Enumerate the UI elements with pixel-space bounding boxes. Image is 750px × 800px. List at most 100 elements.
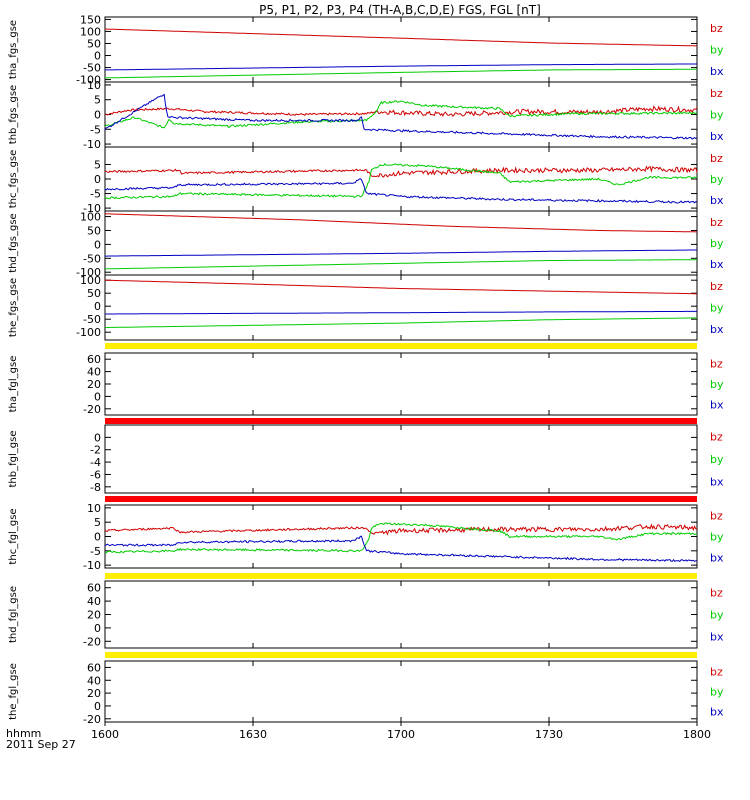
series-bz-thd_fgs_gse [105,213,697,233]
y-axis-label: thc_fgs_gse [8,150,19,209]
x-tick-label: 1630 [239,728,267,741]
legend-bz: bz [710,216,723,229]
y-tick-label: -20 [83,713,101,726]
x-tick-label: 1800 [683,728,711,741]
y-tick-label: 100 [80,25,101,38]
chart-title: P5, P1, P2, P3, P4 (TH-A,B,C,D,E) FGS, F… [259,3,541,17]
legend-bx: bx [710,631,724,644]
panel-frame-tha_fgl_gse [104,352,698,416]
legend-bx: bx [710,551,724,564]
y-tick-label: 0 [94,700,101,713]
y-axis-label: thb_fgl_gse [8,431,19,488]
y-tick-label: 0 [94,109,101,122]
legend-by: by [710,378,724,391]
legend-bz: bz [710,358,723,371]
legend-by: by [710,173,724,186]
legend-bx: bx [710,194,724,207]
y-tick-label: 5 [94,158,101,171]
y-tick-label: 60 [87,353,101,366]
series-bz-the_fgs_gse [105,279,697,295]
y-axis-label: tha_fgl_gse [8,356,19,413]
series-bz-tha_fgs_gse [104,28,697,47]
series-bx-thc_fgs_gse [104,178,698,204]
panel-frame-thc_fgl_gse [104,504,698,569]
status-band-thd_fgl_gse [105,573,697,579]
y-tick-label: 40 [87,595,101,608]
legend-bz: bz [710,586,723,599]
x-axis: 1600 1630 1700 1730 1800 [91,722,711,741]
x-tick-label: 1730 [535,728,563,741]
status-band-the_fgl_gse [105,652,697,658]
y-tick-label: 0 [94,50,101,63]
y-tick-label: -10 [83,559,101,572]
y-tick-label: -50 [83,252,101,265]
legend-by: by [710,686,724,699]
series-by-thd_fgs_gse [105,259,697,270]
y-tick-label: 0 [94,173,101,186]
y-tick-label: 60 [87,661,101,674]
legend-by: by [710,453,724,466]
legend-bx: bx [710,65,724,78]
y-tick-label: 5 [94,516,101,529]
legend-bz: bz [710,665,723,678]
y-tick-label: -2 [90,444,101,457]
x-tick-label: 1700 [387,728,415,741]
y-tick-label: -50 [83,62,101,75]
y-tick-label: 0 [94,390,101,403]
legend-bx: bx [710,323,724,336]
status-band-tha_fgl_gse [105,343,697,349]
y-axis-label: thb_fgs_gse [8,85,19,144]
y-tick-label: 60 [87,582,101,595]
y-tick-label: 40 [87,674,101,687]
legend-bz: bz [710,510,723,523]
series-bz-thb_fgs_gse [104,105,698,118]
y-tick-label: -100 [76,266,101,279]
panel-thb_fgs_gse: 10 5 0-5 -10 thb_fgs_gse bz by bx [8,79,724,151]
y-tick-label: -10 [83,202,101,215]
y-tick-label: 20 [87,609,101,622]
y-tick-label: -8 [90,481,101,494]
series-bx-thb_fgs_gse [104,93,698,140]
y-tick-label: 5 [94,94,101,107]
series-by-thc_fgl_gse [104,522,698,554]
series-by-thb_fgs_gse [104,100,698,129]
y-axis-label: thd_fgs_gse [8,213,19,272]
y-tick-label: -20 [83,403,101,416]
series-by-the_fgs_gse [105,317,697,328]
y-tick-label: 20 [87,687,101,700]
legend-by: by [710,44,724,57]
panel-thc_fgs_gse: 5 0 -5-10 thc_fgs_gse bz by bx [8,146,724,215]
y-tick-label: 0 [94,622,101,635]
legend-by: by [710,237,724,250]
time-format-label: hhmm [6,727,41,740]
panel-thc_fgl_gse: 105 0-5-10 thc_fgl_gse bz by bx [8,496,724,572]
x-tick-label: 1600 [91,728,119,741]
y-axis-label: tha_fgs_gse [8,20,19,79]
series-by-thc_fgs_gse [104,162,698,200]
y-axis-label: the_fgs_gse [8,278,19,337]
legend-bz: bz [710,431,723,444]
panel-frame-thb_fgl_gse [104,424,698,494]
y-tick-label: 50 [87,37,101,50]
y-tick-label: 0 [94,238,101,251]
y-tick-label: -6 [90,468,101,481]
status-band-thc_fgl_gse [105,496,697,502]
legend-by: by [710,109,724,122]
y-tick-label: -100 [76,74,101,87]
legend-bz: bz [710,22,723,35]
series-bx-tha_fgs_gse [104,63,698,71]
status-band-thb_fgl_gse [105,418,697,424]
panel-frame-the_fgl_gse [104,660,698,723]
legend-bz: bz [710,280,723,293]
legend-by: by [710,302,724,315]
legend-bz: bz [710,87,723,100]
series-bz-thc_fgl_gse [104,523,698,536]
y-tick-label: -5 [90,188,101,201]
y-tick-label: -10 [83,138,101,151]
